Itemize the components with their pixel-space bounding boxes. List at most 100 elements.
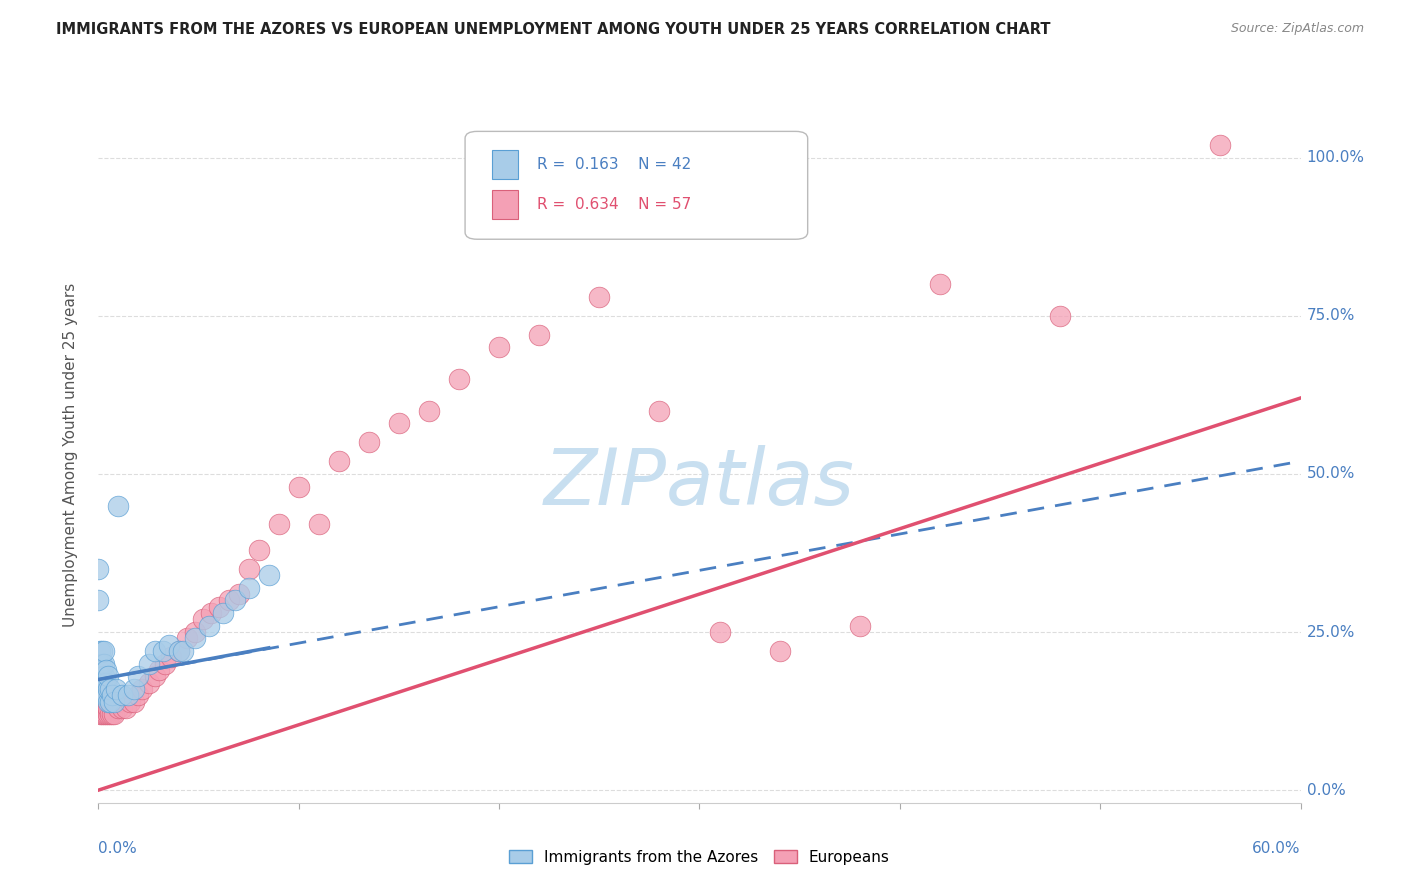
Point [388, 417, 411, 431]
Point [148, 663, 170, 677]
Point [87, 562, 110, 576]
Point [93, 644, 115, 658]
Point [115, 701, 138, 715]
Point [96, 675, 118, 690]
Point [709, 625, 731, 640]
Point [87, 688, 110, 702]
Point [208, 599, 231, 614]
Point [96, 701, 118, 715]
Point [138, 675, 160, 690]
Point [96, 688, 118, 702]
Point [93, 695, 115, 709]
Point [124, 695, 146, 709]
FancyBboxPatch shape [492, 150, 517, 179]
Point [97, 681, 120, 696]
Point [89, 707, 111, 722]
Point [91, 657, 114, 671]
Point [143, 644, 166, 658]
Point [124, 681, 146, 696]
Point [328, 454, 350, 468]
Point [97, 669, 120, 683]
Point [87, 593, 110, 607]
Text: 75.0%: 75.0% [1306, 309, 1355, 323]
Point [167, 644, 190, 658]
Point [200, 606, 222, 620]
Point [97, 695, 120, 709]
Point [128, 688, 150, 702]
Point [191, 612, 214, 626]
Point [648, 403, 671, 417]
Point [211, 606, 233, 620]
Point [224, 593, 246, 607]
Point [228, 587, 250, 601]
Text: R =  0.634    N = 57: R = 0.634 N = 57 [537, 197, 692, 212]
Point [153, 657, 176, 671]
Point [101, 707, 124, 722]
Point [172, 644, 194, 658]
Point [103, 695, 125, 709]
FancyBboxPatch shape [492, 190, 517, 219]
Point [89, 669, 111, 683]
Point [929, 277, 952, 292]
Point [159, 650, 181, 665]
Point [100, 707, 122, 722]
Point [257, 568, 280, 582]
Point [91, 644, 114, 658]
Text: 0.0%: 0.0% [1306, 782, 1346, 797]
Point [447, 372, 470, 386]
Point [117, 688, 139, 702]
Point [488, 340, 510, 354]
Point [100, 695, 122, 709]
Text: 25.0%: 25.0% [1306, 624, 1355, 640]
Point [107, 499, 129, 513]
Point [768, 644, 790, 658]
Point [91, 688, 114, 702]
Point [529, 327, 551, 342]
Point [97, 701, 120, 715]
Point [267, 517, 290, 532]
Point [849, 618, 872, 632]
FancyBboxPatch shape [465, 131, 807, 239]
Point [111, 701, 134, 715]
Point [103, 707, 125, 722]
Point [97, 707, 120, 722]
Legend: Immigrants from the Azores, Europeans: Immigrants from the Azores, Europeans [509, 850, 890, 864]
Point [111, 688, 134, 702]
Point [152, 644, 174, 658]
Point [91, 681, 114, 696]
Point [93, 675, 115, 690]
Point [131, 681, 153, 696]
Point [138, 657, 160, 671]
Text: 50.0%: 50.0% [1306, 467, 1355, 482]
Point [247, 542, 270, 557]
Point [128, 669, 150, 683]
Point [238, 581, 260, 595]
Point [93, 657, 115, 671]
Point [176, 632, 198, 646]
Point [96, 707, 118, 722]
Point [1049, 309, 1071, 323]
Text: 100.0%: 100.0% [1306, 150, 1365, 165]
Point [96, 663, 118, 677]
Point [91, 669, 114, 683]
Point [87, 701, 110, 715]
Point [93, 688, 115, 702]
Point [588, 290, 610, 304]
Point [120, 695, 142, 709]
Point [89, 644, 111, 658]
Text: R =  0.163    N = 42: R = 0.163 N = 42 [537, 157, 692, 172]
Point [143, 669, 166, 683]
Point [197, 618, 219, 632]
Point [91, 701, 114, 715]
Point [238, 562, 260, 576]
Point [105, 681, 128, 696]
Point [93, 707, 115, 722]
Y-axis label: Unemployment Among Youth under 25 years: Unemployment Among Youth under 25 years [63, 283, 77, 627]
Point [89, 657, 111, 671]
Point [183, 625, 205, 640]
Point [418, 403, 440, 417]
Point [308, 517, 330, 532]
Point [288, 479, 311, 493]
Text: 0.0%: 0.0% [98, 841, 138, 856]
Point [218, 593, 240, 607]
